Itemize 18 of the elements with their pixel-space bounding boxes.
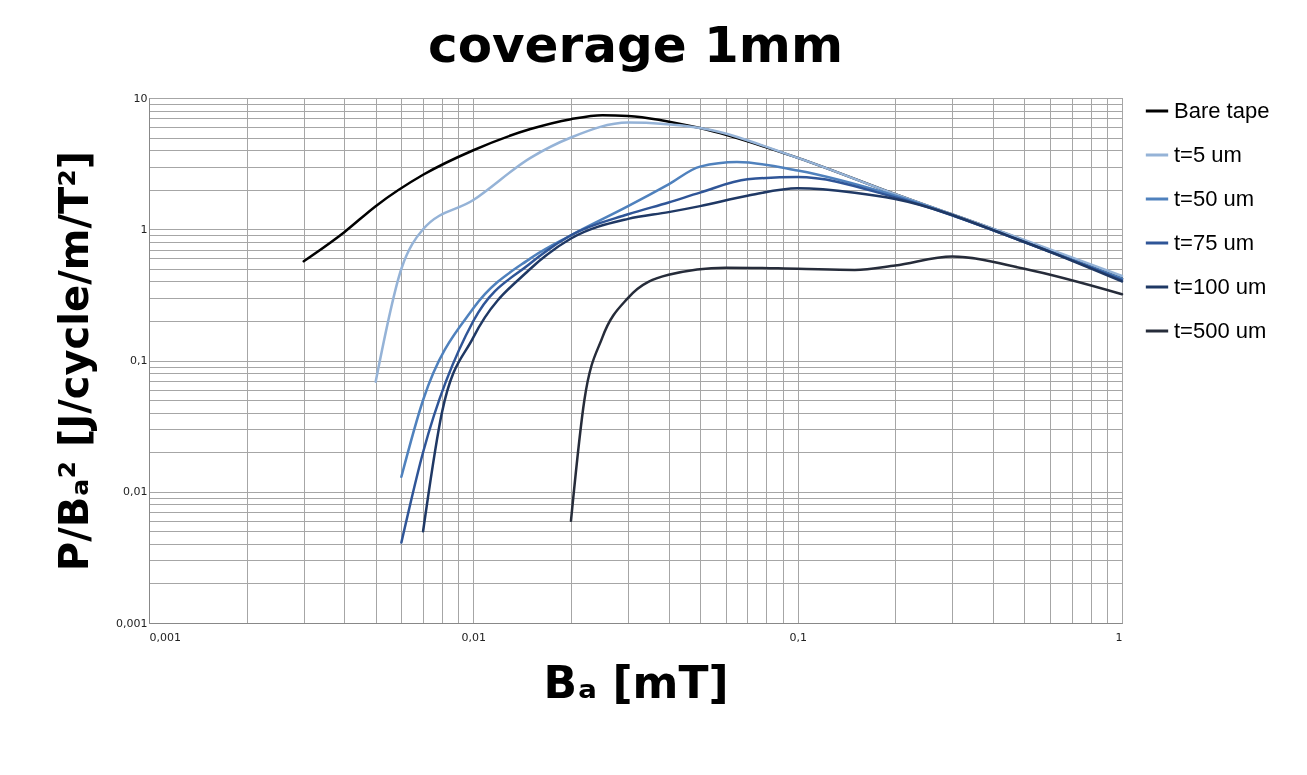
x-tick-label: 0,01 [461, 630, 487, 644]
legend-label: t=50 um [1174, 186, 1255, 211]
y-axis-title: P/Bₐ² [J/cycle/m/T²] [51, 150, 98, 572]
chart-title: coverage 1mm [428, 16, 843, 74]
y-tick-label: 0,1 [130, 354, 148, 367]
x-tick-label: 1 [1115, 630, 1123, 644]
y-tick-label: 10 [133, 91, 148, 105]
legend-label: t=500 um [1174, 318, 1267, 343]
y-tick-label: 0,01 [123, 485, 148, 499]
y-tick-label: 0,001 [116, 616, 148, 630]
legend-label: t=75 um [1174, 230, 1255, 255]
y-tick-label: 1 [140, 222, 148, 236]
legend-label: Bare tape [1174, 98, 1270, 123]
legend-label: t=100 um [1174, 274, 1267, 299]
x-tick-label: 0,001 [149, 630, 181, 644]
x-axis-title: Bₐ [mT] [543, 656, 729, 708]
legend-label: t=5 um [1174, 142, 1242, 167]
x-tick-label: 0,1 [789, 630, 807, 644]
